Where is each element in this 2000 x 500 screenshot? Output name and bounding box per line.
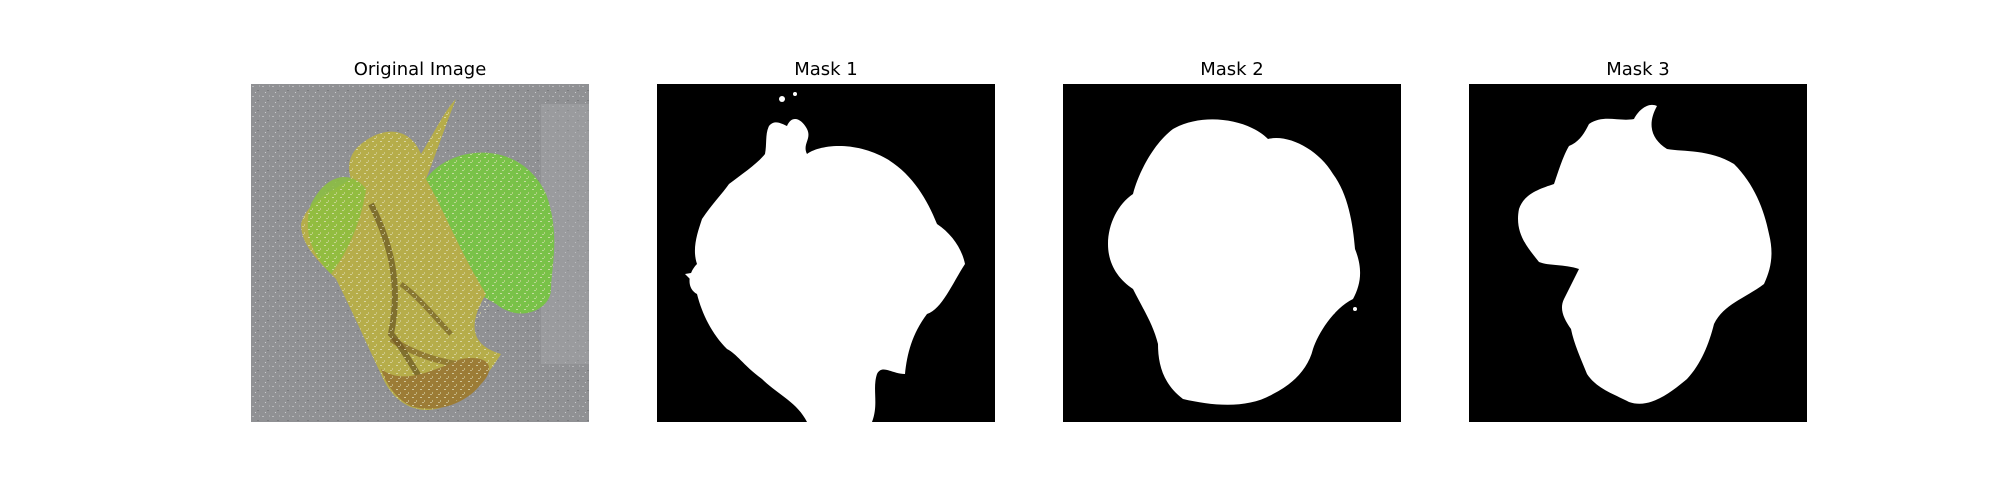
original-leaf-image bbox=[251, 84, 589, 422]
panel-title: Mask 3 bbox=[1606, 59, 1670, 80]
panel-mask-3: Mask 3 bbox=[1469, 0, 1807, 430]
mask-1-image bbox=[657, 84, 995, 422]
panel-mask-1: Mask 1 bbox=[657, 0, 995, 430]
panel-title: Mask 2 bbox=[1200, 59, 1264, 80]
panel-original-image: Original Image bbox=[251, 0, 589, 430]
mask-3-image bbox=[1469, 84, 1807, 422]
panel-title: Mask 1 bbox=[794, 59, 858, 80]
panel-mask-2: Mask 2 bbox=[1063, 0, 1401, 430]
panel-title: Original Image bbox=[353, 59, 487, 80]
mask-2-image bbox=[1063, 84, 1401, 422]
